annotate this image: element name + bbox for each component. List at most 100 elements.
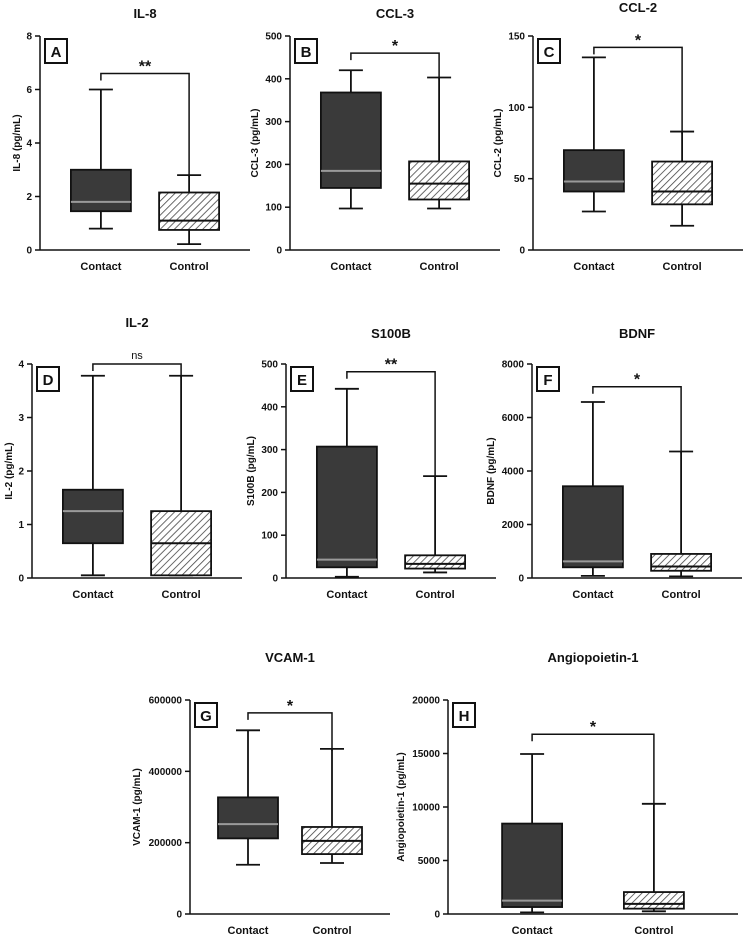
- iqr-box: [217, 796, 279, 840]
- significance-label: **: [385, 357, 398, 374]
- panel-letter: G: [200, 708, 212, 725]
- y-tick-label: 200: [265, 160, 282, 171]
- y-tick-label: 50: [514, 174, 526, 185]
- category-label: Control: [663, 261, 702, 273]
- significance-bracket: *: [247, 698, 333, 752]
- box-contact: [62, 374, 124, 577]
- significance-bracket: **: [346, 357, 436, 479]
- chart-title: S100B: [371, 326, 411, 341]
- panel-letter-box: [536, 366, 560, 392]
- panel-letter-box: [36, 366, 60, 392]
- chart-title: Angiopoietin-1: [548, 650, 639, 665]
- box-contact: [501, 753, 564, 914]
- y-tick-label: 100: [508, 103, 525, 114]
- box-contact: [217, 729, 279, 866]
- chart-title: IL-8: [133, 6, 156, 21]
- y-tick-label: 4: [18, 360, 24, 371]
- panel-e: 0 100 200 300 400 500 S100B (pg/mL) S100B E Conta…: [246, 326, 496, 601]
- y-tick-label: 0: [518, 574, 524, 585]
- significance-bracket: **: [100, 58, 190, 178]
- y-axis-label: S100B (pg/mL): [246, 436, 257, 506]
- iqr-box: [623, 891, 685, 910]
- y-tick-label: 500: [261, 360, 278, 371]
- bracket-line: [350, 52, 440, 80]
- category-label: Control: [420, 261, 459, 273]
- panel-letter-box: [44, 38, 68, 64]
- y-tick-label: 2000: [502, 520, 525, 531]
- panel-letter-box: [290, 366, 314, 392]
- y-tick-label: 400: [265, 74, 282, 85]
- iqr-box: [501, 822, 564, 908]
- panel-d: 0 1 2 3 4 IL-2 (pg/mL) IL-2 D Contact Control ns: [4, 315, 242, 601]
- panel-letter-box: [194, 702, 218, 728]
- significance-bracket: *: [592, 372, 682, 454]
- category-label: Contact: [573, 261, 614, 273]
- panel-letter: E: [297, 372, 307, 389]
- panel-letter: D: [43, 372, 54, 389]
- significance-label: *: [287, 698, 294, 715]
- panel-letter-box: [537, 38, 561, 64]
- y-tick-label: 10000: [412, 803, 440, 814]
- box-contact: [315, 387, 378, 578]
- y-tick-label: 600000: [149, 696, 183, 707]
- y-tick-label: 150: [508, 32, 525, 43]
- chart-title: CCL-2: [619, 0, 657, 15]
- y-tick-label: 5000: [418, 856, 441, 867]
- panel-c: 0 50 100 150 CCL-2 (pg/mL) CCL-2 C Contact Contr…: [493, 0, 743, 273]
- significance-label: ns: [131, 350, 143, 362]
- category-label: Control: [416, 589, 455, 601]
- y-tick-label: 2: [18, 467, 24, 478]
- bracket-line: [593, 46, 683, 134]
- significance-label: *: [635, 32, 642, 49]
- y-tick-label: 400000: [149, 767, 183, 778]
- category-label: Contact: [512, 925, 553, 934]
- box-control: [150, 374, 213, 577]
- y-axis-label: IL-2 (pg/mL): [4, 442, 15, 499]
- y-tick-label: 0: [272, 574, 278, 585]
- iqr-box: [158, 191, 221, 231]
- panel-letter: F: [543, 372, 552, 389]
- y-tick-label: 100: [265, 203, 282, 214]
- box-control: [404, 475, 467, 574]
- significance-bracket: *: [593, 32, 683, 134]
- category-label: Control: [634, 925, 673, 934]
- significance-bracket: *: [531, 719, 655, 806]
- iqr-box: [651, 160, 713, 206]
- category-label: Contact: [330, 261, 371, 273]
- y-axis-label: Angiopoietin-1 (pg/mL): [396, 752, 407, 861]
- y-axis-label: CCL-2 (pg/mL): [493, 109, 504, 178]
- y-tick-label: 8: [26, 32, 32, 43]
- y-tick-label: 4000: [502, 467, 525, 478]
- y-tick-label: 0: [434, 910, 440, 921]
- y-tick-label: 15000: [412, 749, 440, 760]
- box-control: [651, 130, 713, 227]
- iqr-box: [315, 445, 378, 569]
- panel-h: 0 5000 10000 15000 20000 Angiopoietin-1 (pg/m…: [396, 650, 738, 934]
- category-label: Control: [162, 589, 201, 601]
- significance-label: *: [634, 372, 641, 389]
- y-tick-label: 300: [265, 117, 282, 128]
- category-label: Contact: [326, 589, 367, 601]
- y-tick-label: 500: [265, 32, 282, 43]
- y-tick-label: 4: [26, 139, 32, 150]
- bracket-line: [592, 385, 682, 454]
- panel-letter-box: [294, 38, 318, 64]
- category-label: Control: [662, 589, 701, 601]
- y-axis-label: CCL-3 (pg/mL): [250, 109, 261, 178]
- y-tick-label: 1: [18, 520, 24, 531]
- category-label: Control: [170, 261, 209, 273]
- panel-b: 0 100 200 300 400 500 CCL-3 (pg/mL) CCL-3 B Conta…: [250, 6, 500, 273]
- y-tick-label: 0: [519, 246, 525, 257]
- bracket-line: [531, 733, 655, 806]
- iqr-box: [70, 168, 132, 213]
- y-tick-label: 0: [26, 246, 32, 257]
- chart-title: IL-2: [125, 315, 148, 330]
- panel-f: 0 2000 4000 6000 8000 BDNF (pg/mL) BDNF F Contac…: [486, 326, 742, 601]
- panel-letter: C: [544, 44, 555, 61]
- iqr-box: [563, 149, 625, 193]
- y-tick-label: 2: [26, 192, 32, 203]
- iqr-box: [562, 485, 624, 569]
- panel-letter-box: [452, 702, 476, 728]
- iqr-box: [650, 553, 712, 572]
